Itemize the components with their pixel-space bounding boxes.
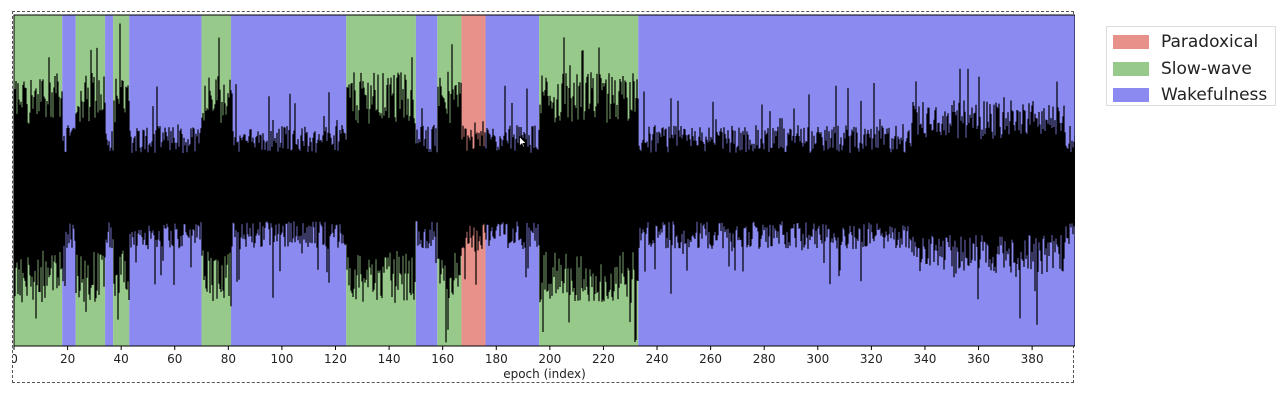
legend-item-wakefulness: Wakefulness (1113, 82, 1275, 109)
x-tick-label-20: 20 (60, 352, 75, 366)
x-axis-ticks: 0 20 40 60 80 100 120 140 160 180 200 220 240 260 280 3… (13, 346, 1044, 366)
x-tick-label-340: 340 (914, 352, 937, 366)
legend-swatch-paradoxical (1113, 35, 1149, 50)
legend-item-slow-wave: Slow-wave (1113, 56, 1275, 83)
x-tick-label-140: 140 (378, 352, 401, 366)
x-tick-label-280: 280 (753, 352, 776, 366)
hypnogram-chart: 0 20 40 60 80 100 120 140 160 180 200 220 240 260 280 3… (12, 11, 1075, 383)
x-tick-label-260: 260 (699, 352, 722, 366)
x-axis-label: epoch (index) (503, 367, 586, 381)
legend-swatch-wakefulness (1113, 88, 1149, 103)
x-tick-label-120: 120 (324, 352, 347, 366)
x-tick-label-40: 40 (114, 352, 129, 366)
legend-label-wakefulness: Wakefulness (1161, 85, 1268, 106)
legend-label-slow-wave: Slow-wave (1161, 58, 1252, 79)
x-tick-label-160: 160 (431, 352, 454, 366)
x-tick-label-60: 60 (167, 352, 182, 366)
plot-border (13, 14, 1075, 347)
legend-swatch-slow-wave (1113, 61, 1149, 76)
chart-svg: 0 20 40 60 80 100 120 140 160 180 200 220 240 260 280 3… (13, 14, 1075, 381)
x-tick-label-360: 360 (967, 352, 990, 366)
mouse-cursor-icon (519, 136, 527, 148)
legend: Paradoxical Slow-wave Wakefulness (1106, 26, 1276, 106)
x-tick-label-380: 380 (1021, 352, 1044, 366)
x-tick-label-180: 180 (485, 352, 508, 366)
x-tick-label-320: 320 (860, 352, 883, 366)
x-tick-label-100: 100 (270, 352, 293, 366)
x-tick-label-300: 300 (806, 352, 829, 366)
x-tick-label-220: 220 (592, 352, 615, 366)
x-tick-label-0: 0 (13, 352, 18, 366)
x-tick-label-240: 240 (646, 352, 669, 366)
x-tick-label-80: 80 (221, 352, 236, 366)
legend-label-paradoxical: Paradoxical (1161, 32, 1259, 53)
x-tick-label-200: 200 (538, 352, 561, 366)
legend-item-paradoxical: Paradoxical (1113, 29, 1275, 56)
